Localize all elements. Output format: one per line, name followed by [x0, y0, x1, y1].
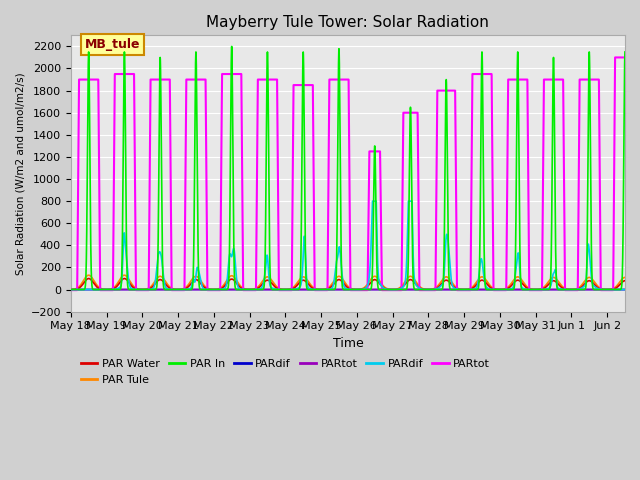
- X-axis label: Time: Time: [333, 337, 364, 350]
- Legend: PAR Water, PAR Tule, PAR In, PARdif, PARtot, PARdif, PARtot: PAR Water, PAR Tule, PAR In, PARdif, PAR…: [76, 355, 495, 389]
- Y-axis label: Solar Radiation (W/m2 and umol/m2/s): Solar Radiation (W/m2 and umol/m2/s): [15, 72, 25, 275]
- Text: MB_tule: MB_tule: [84, 38, 140, 51]
- Title: Mayberry Tule Tower: Solar Radiation: Mayberry Tule Tower: Solar Radiation: [207, 15, 490, 30]
